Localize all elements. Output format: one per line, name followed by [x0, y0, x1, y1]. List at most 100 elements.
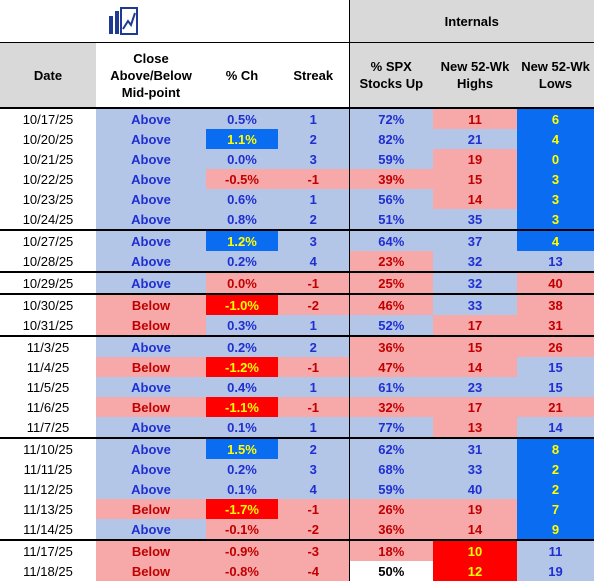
header-row: Date Close Above/Below Mid-point % Ch Stre…	[0, 42, 594, 108]
spx-up-cell: 36%	[348, 519, 433, 540]
close-position-cell: Above	[96, 107, 206, 129]
close-position-cell: Above	[96, 377, 206, 397]
date-cell: 11/7/25	[0, 417, 96, 438]
table-row: 11/5/25 Above 0.4% 1 61% 23 15	[0, 377, 594, 397]
col-header-new-lows: New 52-Wk Lows	[517, 42, 594, 108]
table-row: 11/10/25 Above 1.5% 2 62% 31 8	[0, 437, 594, 459]
table-row: 11/17/25 Below -0.9% -3 18% 10 11	[0, 539, 594, 561]
streak-cell: 1	[278, 377, 349, 397]
new-highs-cell: 21	[433, 129, 517, 149]
header-text: Close	[133, 50, 169, 66]
date-cell: 11/3/25	[0, 335, 96, 357]
close-position-cell: Above	[96, 459, 206, 479]
spx-up-cell: 64%	[348, 229, 433, 251]
table-row: 10/30/25 Below -1.0% -2 46% 33 38	[0, 293, 594, 315]
date-cell: 11/11/25	[0, 459, 96, 479]
close-position-cell: Above	[96, 271, 206, 294]
spx-up-cell: 59%	[348, 149, 433, 169]
blank-cell	[0, 0, 96, 43]
table-row: 11/7/25 Above 0.1% 1 77% 13 14	[0, 417, 594, 438]
new-highs-cell: 12	[433, 561, 517, 581]
pct-change-cell: -1.1%	[206, 397, 278, 417]
date-cell: 10/31/25	[0, 315, 96, 336]
date-cell: 11/4/25	[0, 357, 96, 377]
streak-cell: 1	[278, 189, 349, 209]
new-highs-cell: 17	[433, 397, 517, 417]
close-position-cell: Below	[96, 293, 206, 315]
table-row: 11/14/25 Above -0.1% -2 36% 14 9	[0, 519, 594, 540]
spx-up-cell: 50%	[348, 561, 433, 581]
streak-cell: 2	[278, 209, 349, 230]
new-highs-cell: 14	[433, 357, 517, 377]
new-highs-cell: 32	[433, 271, 517, 294]
blank-cell	[206, 0, 278, 43]
new-lows-cell: 31	[517, 315, 594, 336]
header-text: % SPX	[370, 59, 412, 74]
new-lows-cell: 15	[517, 357, 594, 377]
header-top-row: Internals	[0, 0, 594, 43]
header-text: Above/Below	[110, 67, 192, 83]
pct-change-cell: 0.8%	[206, 209, 278, 230]
new-highs-cell: 31	[433, 437, 517, 459]
spx-up-cell: 62%	[348, 437, 433, 459]
spx-up-cell: 77%	[348, 417, 433, 438]
new-lows-cell: 0	[517, 149, 594, 169]
header-text: Highs	[456, 76, 494, 91]
table-row: 10/31/25 Below 0.3% 1 52% 17 31	[0, 315, 594, 336]
table-row: 11/3/25 Above 0.2% 2 36% 15 26	[0, 335, 594, 357]
spx-up-cell: 72%	[348, 107, 433, 129]
date-cell: 11/12/25	[0, 479, 96, 499]
date-cell: 10/27/25	[0, 229, 96, 251]
new-lows-cell: 3	[517, 169, 594, 189]
streak-cell: -1	[278, 357, 349, 377]
new-highs-cell: 33	[433, 293, 517, 315]
header-text: Mid-point	[121, 84, 181, 100]
spx-up-cell: 59%	[348, 479, 433, 499]
pct-change-cell: -0.1%	[206, 519, 278, 540]
new-highs-cell: 14	[433, 519, 517, 540]
date-cell: 10/24/25	[0, 209, 96, 230]
streak-cell: -1	[278, 169, 349, 189]
header-text: Date	[33, 67, 63, 83]
pct-change-cell: 0.4%	[206, 377, 278, 397]
col-header-pct-change: % Ch	[206, 42, 278, 108]
streak-cell: -4	[278, 561, 349, 581]
new-highs-cell: 14	[433, 189, 517, 209]
new-highs-cell: 13	[433, 417, 517, 438]
close-position-cell: Below	[96, 357, 206, 377]
table-row: 10/21/25 Above 0.0% 3 59% 19 0	[0, 149, 594, 169]
new-lows-cell: 15	[517, 377, 594, 397]
streak-cell: 2	[278, 335, 349, 357]
pct-change-cell: -0.8%	[206, 561, 278, 581]
pct-change-cell: 0.1%	[206, 479, 278, 499]
date-cell: 11/13/25	[0, 499, 96, 519]
spx-up-cell: 26%	[348, 499, 433, 519]
pct-change-cell: 0.1%	[206, 417, 278, 438]
pct-change-cell: 1.5%	[206, 437, 278, 459]
streak-cell: 3	[278, 149, 349, 169]
spx-up-cell: 32%	[348, 397, 433, 417]
date-cell: 11/17/25	[0, 539, 96, 561]
pct-change-cell: 0.0%	[206, 271, 278, 294]
col-header-new-highs: New 52-Wk Highs	[433, 42, 517, 108]
spx-up-cell: 25%	[348, 271, 433, 294]
table-row: 11/4/25 Below -1.2% -1 47% 14 15	[0, 357, 594, 377]
date-cell: 11/5/25	[0, 377, 96, 397]
streak-cell: -2	[278, 293, 349, 315]
close-position-cell: Below	[96, 539, 206, 561]
new-lows-cell: 3	[517, 189, 594, 209]
table-row: 11/6/25 Below -1.1% -1 32% 17 21	[0, 397, 594, 417]
table-row: 10/20/25 Above 1.1% 2 82% 21 4	[0, 129, 594, 149]
spx-up-cell: 23%	[348, 251, 433, 272]
close-position-cell: Above	[96, 251, 206, 272]
new-lows-cell: 6	[517, 107, 594, 129]
date-cell: 10/21/25	[0, 149, 96, 169]
header-text: % Ch	[225, 67, 259, 83]
table-row: 10/17/25 Above 0.5% 1 72% 11 6	[0, 107, 594, 129]
table-row: 10/22/25 Above -0.5% -1 39% 15 3	[0, 169, 594, 189]
table-row: 10/28/25 Above 0.2% 4 23% 32 13	[0, 251, 594, 272]
new-lows-cell: 13	[517, 251, 594, 272]
new-highs-cell: 17	[433, 315, 517, 336]
